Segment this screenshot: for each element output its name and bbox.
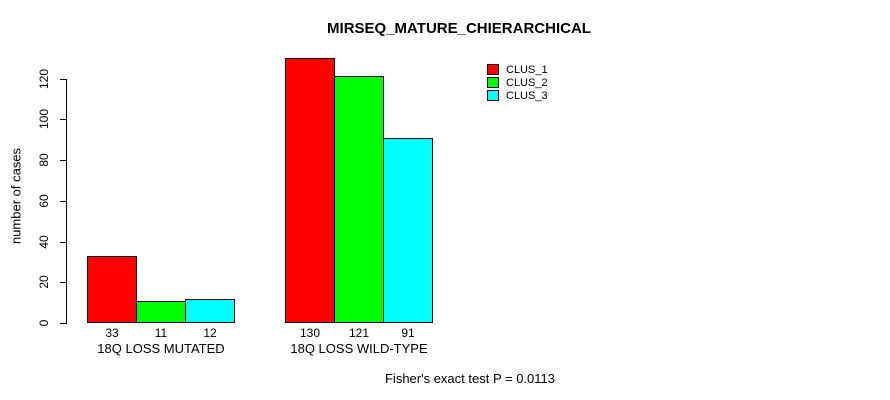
y-axis-tick-label: 100: [37, 109, 51, 130]
category-label: 18Q LOSS MUTATED: [97, 341, 225, 356]
legend-row: CLUS_2: [487, 76, 548, 89]
y-axis-tick-label: 20: [37, 275, 51, 289]
bar-value-label: 130: [299, 326, 321, 340]
y-axis-tick: [60, 78, 67, 80]
bar-clus_3-18q-loss-mutated: [185, 298, 235, 323]
y-axis-tick: [60, 119, 67, 121]
bar-clus_2-18q-loss-wild-type: [334, 76, 384, 323]
bar-value-label: 12: [203, 326, 217, 340]
legend-swatch-clus_2: [487, 77, 499, 88]
bar-clus_3-18q-loss-wild-type: [383, 137, 433, 323]
y-axis-tick: [60, 200, 67, 202]
y-axis-tick: [60, 323, 67, 324]
y-axis-tick: [60, 241, 67, 243]
bar-clus_1-18q-loss-mutated: [87, 255, 137, 323]
y-axis-tick: [60, 160, 67, 161]
bar-clus_1-18q-loss-wild-type: [285, 58, 335, 323]
legend-label: CLUS_3: [506, 89, 548, 102]
bar-value-label: 11: [154, 326, 168, 340]
bar-clus_2-18q-loss-mutated: [136, 300, 186, 323]
legend-label: CLUS_2: [506, 76, 548, 89]
bar-value-label: 33: [105, 326, 119, 340]
y-axis-tick-label: 120: [37, 68, 51, 89]
legend-swatch-clus_3: [487, 90, 499, 101]
chart-title: MIRSEQ_MATURE_CHIERARCHICAL: [327, 20, 591, 37]
legend-row: CLUS_3: [487, 89, 548, 102]
y-axis-title: number of cases: [8, 147, 24, 245]
y-axis-tick-label: 60: [37, 194, 51, 208]
legend-label: CLUS_1: [506, 63, 548, 76]
legend-swatch-clus_1: [487, 64, 499, 75]
legend: CLUS_1 CLUS_2 CLUS_3: [487, 63, 548, 102]
y-axis-tick: [60, 282, 67, 284]
y-axis-tick-label: 40: [37, 234, 51, 249]
annotation-fishers-test: Fisher's exact test P = 0.0113: [384, 371, 556, 386]
y-axis-tick-label: 0: [37, 319, 51, 327]
y-axis-tick-label: 80: [37, 153, 51, 167]
legend-row: CLUS_1: [487, 63, 548, 76]
bar-value-label: 121: [348, 326, 370, 340]
category-label: 18Q LOSS WILD-TYPE: [290, 341, 428, 356]
bar-value-label: 91: [401, 326, 415, 340]
